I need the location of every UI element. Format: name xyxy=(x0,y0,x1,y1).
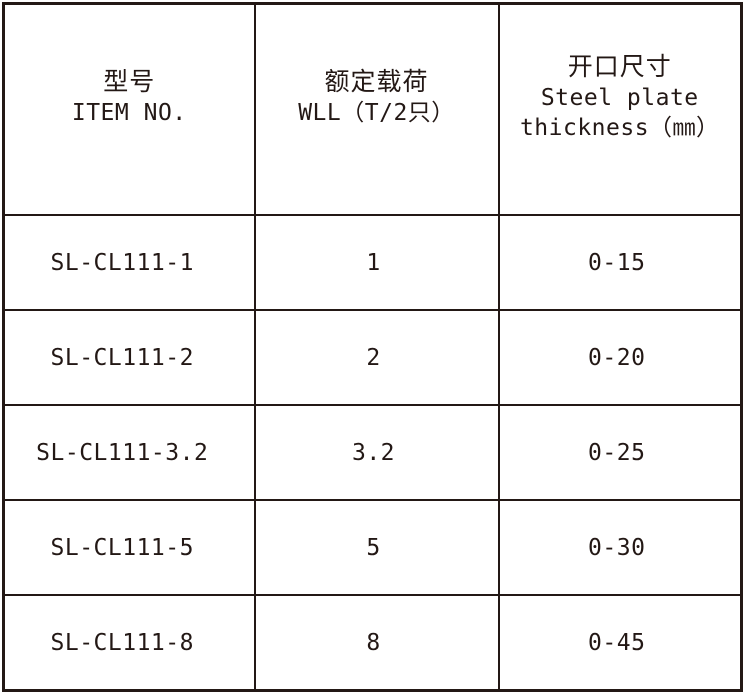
header-text-stack-wll: 额定载荷 WLL（T/2只） xyxy=(256,65,498,128)
wll-value: 3.2 xyxy=(351,439,396,466)
cell-wll: 8 xyxy=(253,594,500,692)
cell-item-no: SL-CL111-1 xyxy=(2,214,256,311)
cell-wll: 1 xyxy=(253,214,500,311)
cell-thickness: 0-15 xyxy=(497,214,743,311)
wll-value: 8 xyxy=(366,629,381,656)
thickness-value: 0-30 xyxy=(588,534,646,561)
column-header-wll: 额定载荷 WLL（T/2只） xyxy=(253,2,500,216)
column-header-thickness-en-line1: Steel plate xyxy=(540,84,699,111)
column-header-item-no: 型号 ITEM NO. xyxy=(2,2,256,216)
cell-item-no: SL-CL111-8 xyxy=(2,594,256,692)
cell-thickness: 0-30 xyxy=(497,499,743,596)
column-header-thickness-en-line2: thickness（㎜） xyxy=(519,115,720,141)
cell-wll: 2 xyxy=(253,309,500,406)
wll-value: 5 xyxy=(366,534,381,561)
item-no-value: SL-CL111-3.2 xyxy=(36,439,209,466)
item-no-value: SL-CL111-5 xyxy=(50,534,194,561)
column-header-thickness: 开口尺寸 Steel plate thickness（㎜） xyxy=(497,2,743,216)
wll-value: 1 xyxy=(366,249,381,276)
column-header-wll-cn: 额定载荷 xyxy=(324,66,429,96)
cell-thickness: 0-25 xyxy=(497,404,743,501)
table-header-row: 型号 ITEM NO. 额定载荷 WLL（T/2只） 开口尺寸 Steel pl… xyxy=(2,2,743,216)
table-row: SL-CL111-1 1 0-15 xyxy=(2,214,743,311)
cell-thickness: 0-45 xyxy=(497,594,743,692)
item-no-value: SL-CL111-1 xyxy=(50,249,194,276)
column-header-wll-en: WLL（T/2只） xyxy=(298,99,455,126)
cell-item-no: SL-CL111-5 xyxy=(2,499,256,596)
cell-wll: 5 xyxy=(253,499,500,596)
header-text-stack-thickness: 开口尺寸 Steel plate thickness（㎜） xyxy=(500,50,741,144)
cell-wll: 3.2 xyxy=(253,404,500,501)
table-row: SL-CL111-3.2 3.2 0-25 xyxy=(2,404,743,501)
item-no-value: SL-CL111-8 xyxy=(50,629,194,656)
table-row: SL-CL111-2 2 0-20 xyxy=(2,309,743,406)
table-row: SL-CL111-5 5 0-30 xyxy=(2,499,743,596)
cell-item-no: SL-CL111-2 xyxy=(2,309,256,406)
table-body: SL-CL111-1 1 0-15 SL-CL111-2 2 0-20 xyxy=(2,214,743,692)
item-no-value: SL-CL111-2 xyxy=(50,344,194,371)
thickness-value: 0-15 xyxy=(588,249,646,276)
column-header-item-no-en: ITEM NO. xyxy=(71,99,187,126)
cell-thickness: 0-20 xyxy=(497,309,743,406)
wll-value: 2 xyxy=(366,344,381,371)
table-row: SL-CL111-8 8 0-45 xyxy=(2,594,743,692)
thickness-value: 0-25 xyxy=(588,439,646,466)
column-header-thickness-cn: 开口尺寸 xyxy=(567,51,672,81)
header-text-stack-item-no: 型号 ITEM NO. xyxy=(5,65,254,128)
thickness-value: 0-45 xyxy=(588,629,646,656)
column-header-item-no-cn: 型号 xyxy=(103,66,156,96)
thickness-value: 0-20 xyxy=(588,344,646,371)
cell-item-no: SL-CL111-3.2 xyxy=(2,404,256,501)
